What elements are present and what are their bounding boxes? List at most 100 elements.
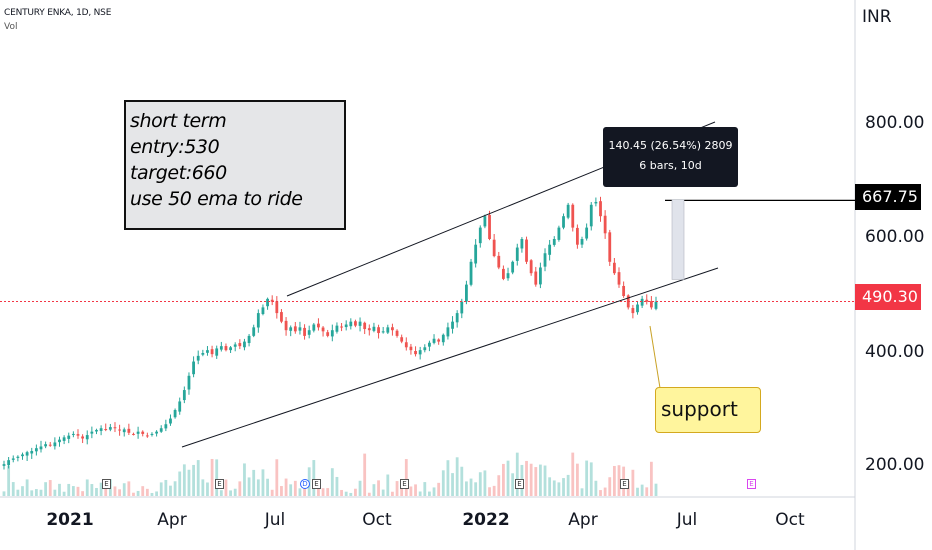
candle-body: [298, 327, 302, 331]
candle-body: [196, 355, 200, 361]
volume-bar: [275, 459, 279, 496]
earnings-marker-icon[interactable]: E: [215, 479, 224, 489]
support-callout[interactable]: support: [655, 387, 761, 433]
volume-bar: [34, 489, 38, 496]
volume-bar: [460, 466, 464, 496]
candle-body: [210, 349, 214, 355]
candle-body: [391, 327, 394, 331]
candle-body: [451, 321, 454, 329]
candle-body: [358, 321, 362, 326]
volume-bar: [515, 452, 519, 496]
volume-bar: [330, 468, 334, 496]
candle-body: [16, 456, 20, 458]
candle-body: [580, 239, 584, 245]
candle-body: [2, 464, 6, 466]
volume-bar: [335, 476, 339, 496]
volume-bar: [409, 486, 413, 496]
candle-body: [404, 342, 408, 348]
time-tick-label: 2021: [46, 510, 94, 530]
volume-bar: [2, 491, 6, 496]
trade-note[interactable]: short term entry:530 target:660 use 50 e…: [124, 100, 346, 230]
candle-body: [104, 429, 108, 431]
volume-bar: [562, 478, 565, 496]
volume-bar: [451, 473, 454, 496]
candle-body: [39, 446, 43, 450]
earnings-marker-icon[interactable]: E: [747, 479, 756, 489]
note-line: use 50 ema to ride: [130, 188, 303, 210]
channel-lower-line[interactable]: [181, 267, 719, 448]
volume-bar: [377, 480, 380, 496]
volume-bar: [474, 482, 478, 496]
volume-bar: [414, 484, 417, 496]
candle-body: [636, 304, 639, 313]
volume-bar: [127, 481, 131, 496]
candle-body: [543, 253, 547, 267]
candle-body: [612, 262, 616, 274]
volume-bar: [71, 486, 75, 496]
candle-body: [640, 298, 644, 306]
earnings-marker-icon[interactable]: E: [620, 479, 629, 489]
volume-bar: [538, 464, 542, 496]
volume-bar: [575, 463, 579, 496]
candle-body: [256, 313, 260, 328]
last-price-tag: 490.30: [855, 284, 921, 310]
volume-bar: [603, 487, 607, 496]
candle-body: [206, 350, 209, 353]
volume-bar: [159, 482, 163, 496]
volume-bar: [16, 489, 20, 496]
candle-body: [367, 328, 371, 331]
volume-bar: [266, 478, 269, 496]
candle-body: [136, 431, 140, 434]
dividend-marker-icon[interactable]: D: [300, 479, 310, 489]
volume-bar: [404, 459, 408, 496]
volume-bar: [428, 491, 431, 496]
candle-body: [548, 244, 552, 255]
candle-body: [48, 444, 52, 446]
candle-body: [67, 435, 71, 439]
candle-body: [645, 299, 649, 302]
candle-body: [381, 331, 385, 333]
volume-bar: [344, 491, 348, 496]
earnings-marker-icon[interactable]: E: [400, 479, 409, 489]
volume-bar: [173, 481, 177, 496]
candle-body: [219, 346, 223, 350]
candle-body: [145, 435, 149, 437]
measure-tooltip: 140.45 (26.54%) 2809 6 bars, 10d: [603, 127, 738, 187]
candle-body: [557, 227, 561, 240]
volume-bar: [506, 460, 510, 496]
candle-body: [428, 342, 431, 347]
candle-body: [247, 335, 251, 344]
candle-body: [511, 261, 515, 273]
volume-legend[interactable]: Vol: [4, 22, 18, 32]
volume-bar: [589, 462, 593, 496]
candle-body: [182, 390, 186, 401]
candle-body: [455, 313, 459, 323]
callout-pointer: [649, 325, 661, 389]
price-range-measure[interactable]: [671, 199, 685, 280]
earnings-marker-icon[interactable]: E: [102, 479, 111, 489]
candle-body: [150, 433, 154, 435]
volume-bar: [122, 483, 126, 496]
earnings-marker-icon[interactable]: E: [515, 479, 524, 489]
time-tick-label: Jul: [264, 510, 286, 530]
candle-body: [164, 424, 168, 429]
note-line: target:660: [130, 162, 227, 184]
candle-body: [159, 428, 163, 432]
candle-body: [280, 312, 283, 322]
candle-body: [118, 429, 122, 431]
volume-bar: [67, 483, 71, 496]
candle-body: [326, 332, 330, 336]
volume-bar: [478, 472, 482, 496]
candle-body: [483, 216, 487, 227]
volume-bar: [11, 482, 15, 496]
earnings-marker-icon[interactable]: E: [312, 479, 321, 489]
symbol-title[interactable]: CENTURY ENKA, 1D, NSE: [4, 8, 112, 18]
volume-bar: [321, 488, 325, 496]
candle-body: [53, 442, 57, 447]
currency-label[interactable]: INR: [862, 7, 892, 27]
volume-bar: [612, 465, 616, 496]
candle-body: [192, 361, 195, 375]
candle-body: [566, 204, 570, 218]
